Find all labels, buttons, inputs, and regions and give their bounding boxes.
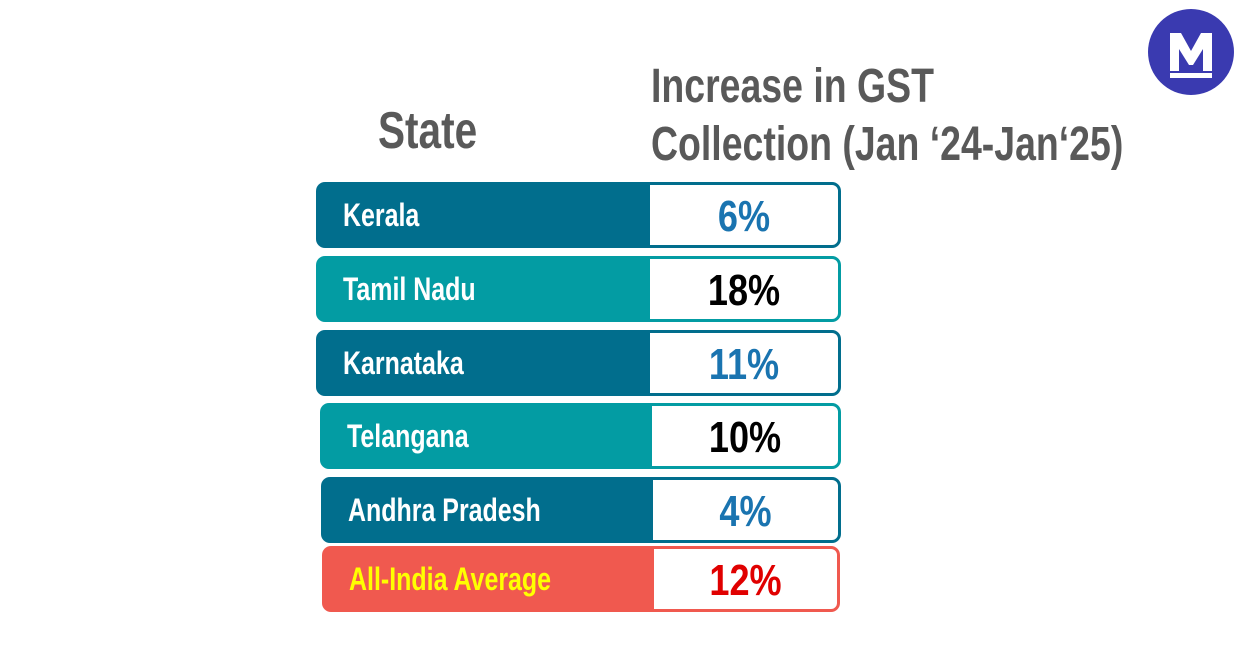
gst-increase-cell: 11% — [647, 330, 841, 396]
gst-increase-cell: 12% — [651, 546, 840, 612]
gst-increase-cell: 10% — [649, 403, 841, 469]
gst-column-header: Increase in GST Collection (Jan ‘24-Jan‘… — [651, 58, 1123, 173]
gst-increase-cell: 4% — [650, 477, 841, 543]
state-name: Telangana — [347, 418, 469, 454]
state-cell: Karnataka — [316, 330, 651, 396]
gst-header-line-1: Increase in GST — [651, 60, 934, 113]
logo-underline — [1170, 73, 1212, 78]
table-row: Telangana 10% — [320, 403, 841, 469]
table-row: Tamil Nadu 18% — [316, 256, 841, 322]
table-row: Karnataka 11% — [316, 330, 841, 396]
state-name: Kerala — [343, 197, 420, 233]
state-cell: All-India Average — [322, 546, 655, 612]
gst-increase-cell: 18% — [647, 256, 841, 322]
logo-m-shape — [1170, 33, 1212, 71]
gst-increase-value: 4% — [719, 487, 772, 536]
gst-header-line-2: Collection (Jan ‘24-Jan‘25) — [651, 117, 1124, 171]
state-name: Andhra Pradesh — [348, 492, 541, 528]
state-cell: Kerala — [316, 182, 651, 248]
gst-increase-value: 10% — [708, 413, 782, 462]
state-name: All-India Average — [349, 561, 552, 597]
gst-increase-value: 18% — [707, 266, 781, 315]
state-cell: Telangana — [320, 403, 653, 469]
gst-increase-value: 6% — [717, 192, 771, 241]
state-cell: Andhra Pradesh — [321, 477, 654, 543]
state-cell: Tamil Nadu — [316, 256, 651, 322]
state-name: Karnataka — [343, 345, 464, 381]
gst-increase-cell: 6% — [647, 182, 841, 248]
m-logo-icon — [1148, 9, 1234, 95]
state-name: Tamil Nadu — [343, 271, 476, 307]
gst-increase-value: 11% — [708, 340, 780, 389]
table-row: All-India Average 12% — [322, 546, 840, 612]
state-column-header: State — [378, 102, 478, 160]
table-row: Kerala 6% — [316, 182, 841, 248]
gst-increase-value: 12% — [709, 556, 782, 605]
table-row: Andhra Pradesh 4% — [321, 477, 841, 543]
